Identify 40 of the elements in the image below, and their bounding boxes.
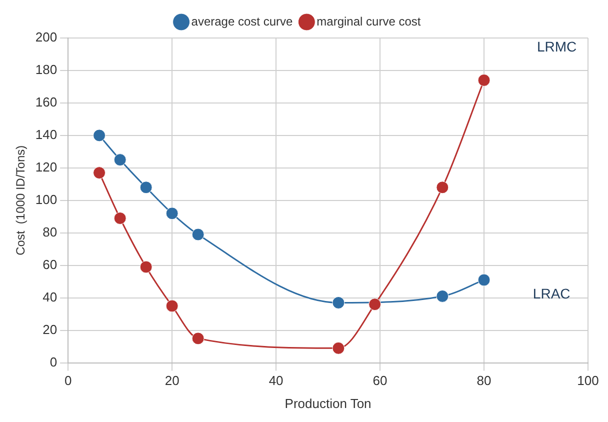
x-tick-label: 100	[577, 373, 599, 388]
point	[436, 181, 449, 194]
y-tick-label: 60	[42, 256, 58, 272]
point	[93, 129, 106, 142]
point	[332, 296, 345, 309]
point	[478, 274, 490, 286]
x-tick-label: 20	[164, 373, 180, 388]
y-tick-label: 180	[35, 62, 58, 78]
annotation: LRAC	[532, 285, 570, 302]
x-tick-label: 80	[476, 373, 492, 388]
y-tick-label: 20	[42, 322, 58, 337]
x-tick-label: 40	[268, 373, 284, 388]
x-tick-label: 60	[372, 373, 388, 388]
y-tick-label: 0	[50, 354, 58, 370]
annotation: LRMC	[536, 38, 577, 55]
y-tick-label: 160	[35, 94, 58, 110]
legend-label: average cost curve	[191, 14, 293, 28]
y-tick-label: 40	[42, 289, 58, 304]
point	[192, 332, 204, 345]
point	[140, 181, 152, 194]
point	[166, 207, 178, 220]
point	[93, 166, 106, 180]
y-tick-label: 120	[35, 160, 58, 174]
point	[114, 154, 126, 166]
y-tick-label: 200	[35, 30, 58, 45]
point	[368, 298, 382, 311]
x-axis-title: Production Ton	[284, 396, 372, 411]
point	[140, 260, 152, 274]
point	[478, 74, 490, 86]
x-tick-label: 0	[64, 373, 72, 388]
point	[192, 228, 204, 241]
y-tick-label: 100	[35, 192, 58, 207]
legend-label: marginal curve cost	[316, 14, 422, 28]
y-tick-label: 140	[35, 127, 58, 142]
y-axis-title: Cost (1000 ID/Tons)	[14, 145, 28, 256]
point	[166, 300, 178, 312]
point	[332, 342, 345, 354]
point	[436, 290, 449, 302]
y-tick-label: 80	[42, 224, 58, 240]
point	[114, 212, 126, 225]
